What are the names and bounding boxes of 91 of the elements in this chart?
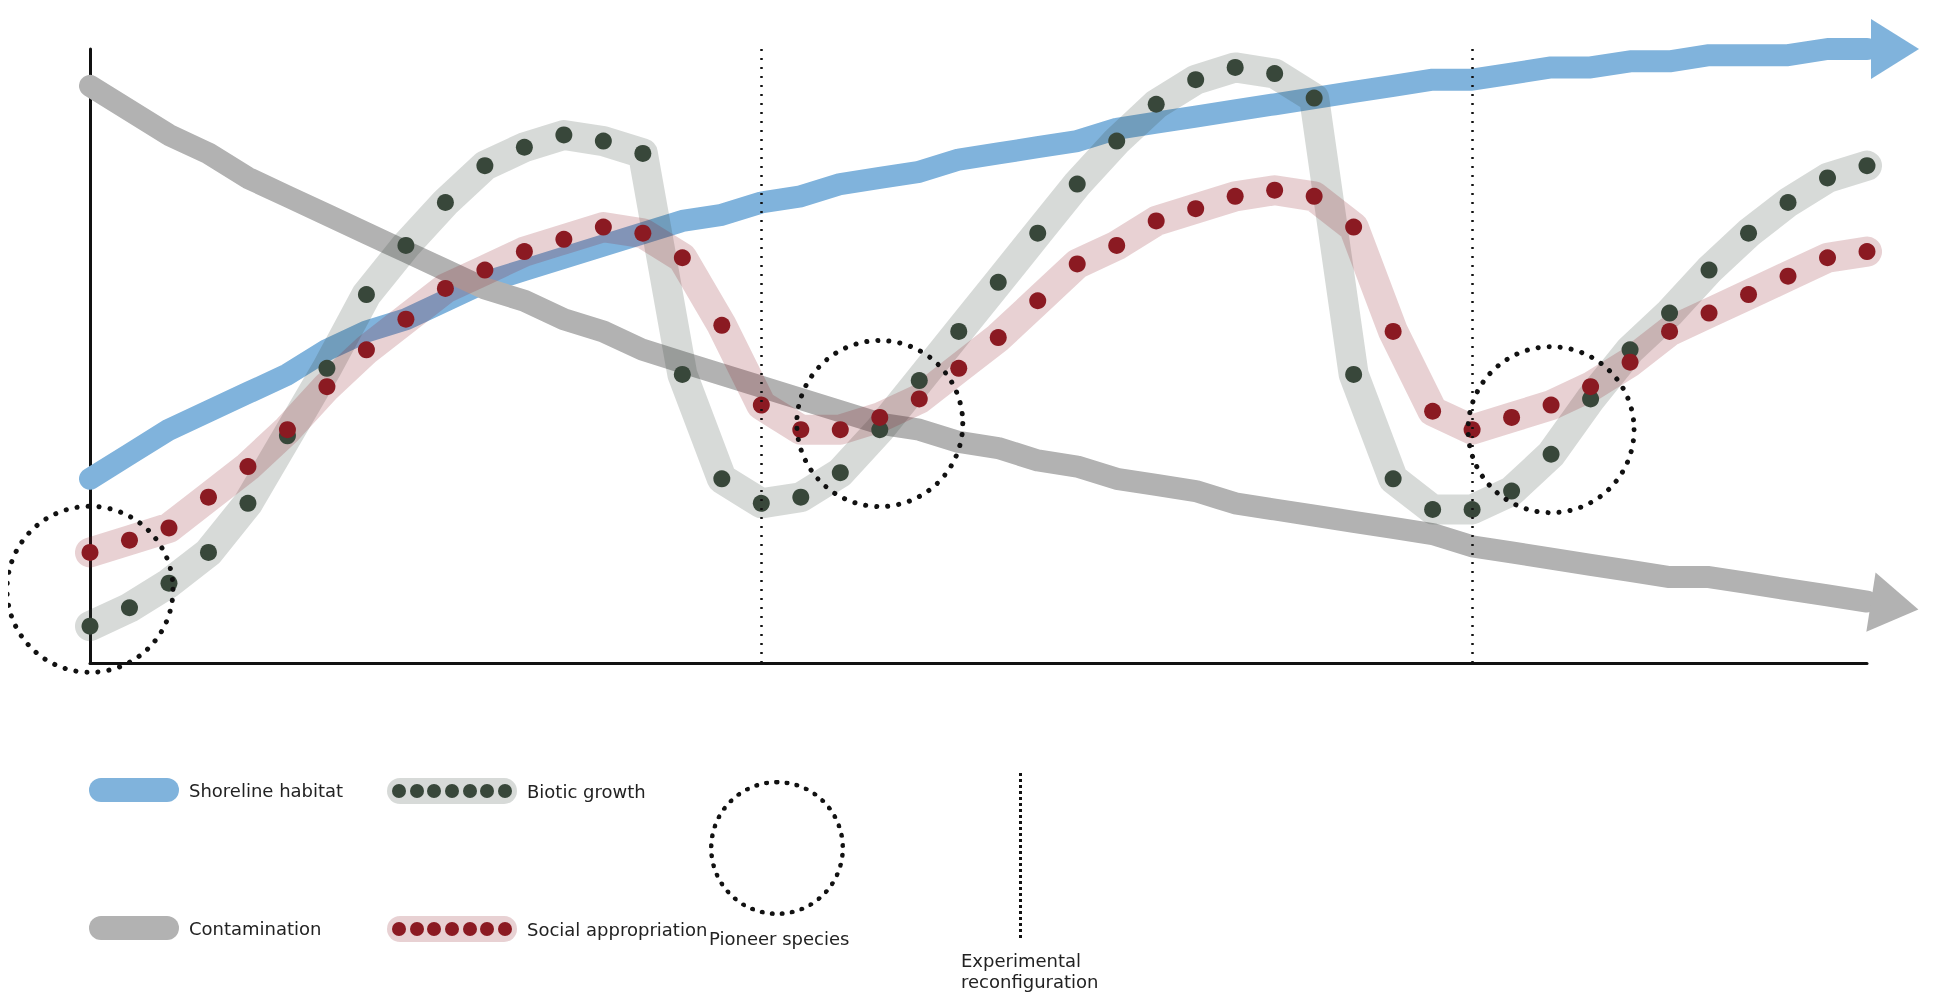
- point: [1582, 378, 1600, 396]
- point: [594, 218, 612, 236]
- point: [713, 316, 731, 334]
- point: [831, 421, 849, 439]
- point: [1384, 322, 1402, 340]
- point: [160, 519, 178, 537]
- point: [871, 408, 889, 426]
- point: [1266, 65, 1284, 83]
- point: [1621, 353, 1639, 371]
- point: [1858, 243, 1876, 261]
- point: [1740, 286, 1758, 304]
- point: [1305, 89, 1323, 107]
- point: [1819, 249, 1837, 267]
- point: [673, 365, 691, 383]
- point: [1700, 304, 1718, 322]
- point: [831, 464, 849, 482]
- point: [199, 543, 217, 561]
- point: [81, 617, 99, 635]
- point: [318, 378, 336, 396]
- point: [1779, 194, 1797, 211]
- point: [1661, 304, 1679, 322]
- point: [1345, 218, 1363, 236]
- point: [1463, 501, 1481, 518]
- point: [1068, 175, 1086, 193]
- point: [950, 322, 968, 340]
- point: [1147, 95, 1165, 113]
- point: [476, 157, 494, 175]
- point: [1503, 482, 1521, 500]
- point: [989, 329, 1007, 347]
- point: [1266, 181, 1284, 199]
- point: [634, 144, 652, 162]
- point: [436, 194, 454, 211]
- point: [713, 470, 731, 488]
- point: [121, 599, 138, 617]
- point: [81, 543, 99, 561]
- point: [397, 310, 415, 328]
- point: [594, 132, 612, 150]
- point: [1424, 501, 1442, 518]
- point: [1147, 212, 1165, 230]
- legend-label: Social appropriation: [527, 918, 708, 940]
- point: [1542, 445, 1560, 463]
- point: [792, 488, 810, 506]
- point: [357, 341, 375, 359]
- point: [910, 372, 928, 390]
- point: [318, 359, 336, 377]
- legend-label: Shoreline habitat: [189, 779, 344, 801]
- point: [1424, 402, 1442, 420]
- point: [950, 359, 968, 377]
- point: [634, 224, 652, 242]
- point: [397, 236, 415, 254]
- point: [278, 421, 296, 439]
- point: [1187, 71, 1205, 89]
- point: [1740, 224, 1758, 242]
- point: [1345, 365, 1363, 383]
- point: [1305, 187, 1323, 205]
- point: [1858, 157, 1876, 175]
- point: [239, 494, 257, 512]
- point: [1108, 236, 1126, 254]
- legend-label: Contamination: [189, 917, 322, 939]
- point: [1068, 255, 1086, 273]
- point: [752, 396, 770, 414]
- text: Experimental reconfiguration: [961, 950, 1100, 992]
- point: [515, 243, 533, 261]
- point: [989, 273, 1007, 291]
- point: [1226, 58, 1244, 76]
- point: [555, 126, 573, 144]
- point: [515, 138, 533, 156]
- point: [239, 458, 257, 476]
- point: [1779, 267, 1797, 285]
- point: [1661, 322, 1679, 340]
- point: [1029, 224, 1047, 242]
- point: [1700, 261, 1718, 279]
- point: [357, 286, 375, 304]
- point: [1226, 187, 1244, 205]
- point: [673, 249, 691, 267]
- point: [1819, 169, 1837, 187]
- point: [199, 488, 217, 506]
- point: [121, 531, 138, 549]
- point: [1503, 408, 1521, 426]
- point: [1029, 292, 1047, 310]
- point: [910, 390, 928, 408]
- point: [1187, 200, 1205, 218]
- legend-label: Biotic growth: [527, 780, 646, 802]
- point: [476, 261, 494, 279]
- text: Pioneer species: [709, 928, 850, 949]
- point: [436, 279, 454, 297]
- point: [1542, 396, 1560, 414]
- point: [555, 230, 573, 248]
- point: [1384, 470, 1402, 488]
- point: [752, 494, 770, 512]
- point: [1108, 132, 1126, 150]
